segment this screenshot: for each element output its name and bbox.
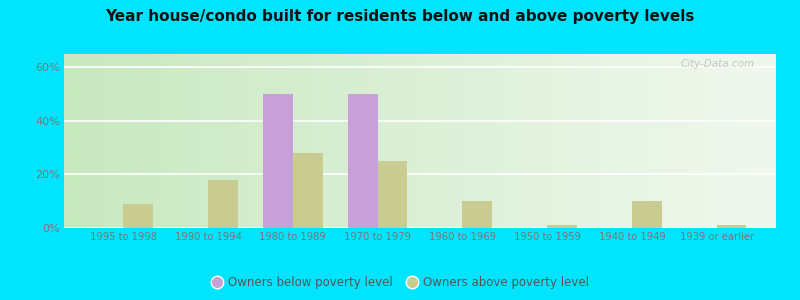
Bar [293, 153, 322, 228]
Legend: Owners below poverty level, Owners above poverty level: Owners below poverty level, Owners above… [206, 272, 594, 294]
Bar [348, 94, 378, 228]
Bar [547, 225, 577, 228]
Bar [378, 161, 407, 228]
Bar [717, 225, 746, 228]
Bar [263, 94, 293, 228]
Text: Year house/condo built for residents below and above poverty levels: Year house/condo built for residents bel… [106, 9, 694, 24]
Bar [208, 180, 238, 228]
Text: City-Data.com: City-Data.com [681, 59, 754, 69]
Bar [123, 204, 153, 228]
Bar [632, 201, 662, 228]
Bar [462, 201, 492, 228]
